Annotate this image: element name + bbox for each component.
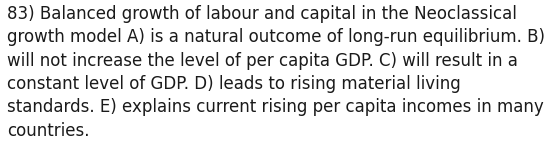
- Text: 83) Balanced growth of labour and capital in the Neoclassical
growth model A) is: 83) Balanced growth of labour and capita…: [7, 5, 545, 140]
